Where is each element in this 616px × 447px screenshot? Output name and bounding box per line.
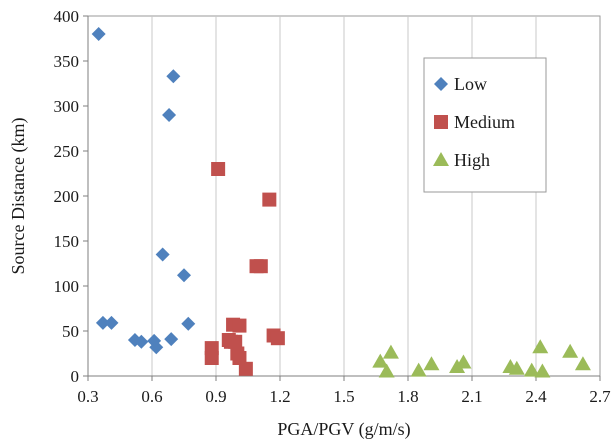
- legend-marker-high: [433, 152, 449, 166]
- legend-marker-medium: [434, 115, 448, 129]
- x-tick-label: 2.1: [461, 387, 482, 406]
- point-low: [162, 108, 177, 122]
- x-tick-label: 2.4: [525, 387, 547, 406]
- axes: [83, 15, 601, 381]
- point-high: [382, 344, 399, 359]
- y-axis-title: Source Distance (km): [8, 118, 29, 275]
- point-low: [166, 69, 181, 84]
- point-low: [155, 247, 170, 262]
- point-low: [177, 268, 191, 283]
- x-tick-label: 0.3: [77, 387, 98, 406]
- point-low: [104, 315, 119, 330]
- gridlines: [151, 16, 537, 376]
- point-high: [508, 360, 525, 375]
- x-tick-label: 1.2: [269, 387, 290, 406]
- x-tick-label: 1.8: [397, 387, 418, 406]
- y-tick-label: 300: [54, 97, 80, 116]
- y-tick-label: 250: [54, 142, 80, 161]
- point-low: [134, 334, 149, 349]
- legend-label-medium: Medium: [454, 112, 515, 132]
- point-medium: [211, 162, 226, 176]
- y-tick-label: 200: [54, 187, 80, 206]
- point-medium: [204, 351, 219, 365]
- y-tick-label: 400: [54, 7, 80, 26]
- point-high: [574, 356, 591, 371]
- point-high: [455, 354, 472, 369]
- x-tick-label: 2.7: [589, 387, 611, 406]
- tick-labels: 0 50 100 150 200 250 300 350 400 0.3 0.6 0.9 1.2 1.5 1…: [54, 7, 612, 406]
- legend-label-low: Low: [454, 74, 487, 94]
- data-points: [91, 27, 591, 378]
- point-medium: [249, 259, 264, 274]
- point-medium: [238, 361, 253, 376]
- legend-marker-low: [434, 77, 448, 91]
- y-tick-label: 100: [54, 277, 80, 296]
- point-medium: [270, 331, 285, 346]
- point-high: [523, 362, 540, 377]
- x-tick-label: 0.9: [205, 387, 226, 406]
- y-tick-label: 0: [71, 367, 80, 386]
- x-tick-label: 0.6: [141, 387, 162, 406]
- point-low: [95, 315, 110, 330]
- point-high: [423, 356, 440, 371]
- x-tick-label: 1.5: [333, 387, 354, 406]
- point-high: [562, 343, 579, 358]
- x-axis-title: PGA/PGV (g/m/s): [277, 419, 410, 440]
- point-high: [410, 362, 427, 377]
- point-high: [534, 363, 551, 378]
- point-medium: [232, 351, 247, 365]
- point-low: [181, 316, 196, 331]
- point-low: [91, 27, 106, 41]
- legend: Low Medium High: [423, 57, 547, 193]
- point-low: [149, 340, 164, 355]
- y-tick-label: 350: [54, 52, 80, 71]
- legend-label-high: High: [454, 150, 490, 170]
- y-tick-label: 150: [54, 232, 80, 251]
- legend-item-low: Low: [434, 74, 487, 94]
- point-medium: [232, 318, 247, 333]
- legend-item-high: High: [433, 150, 490, 170]
- y-tick-label: 50: [62, 322, 79, 341]
- point-high: [372, 353, 389, 368]
- point-high: [378, 363, 395, 378]
- point-medium: [228, 334, 243, 349]
- point-low: [164, 332, 179, 347]
- point-medium: [262, 192, 277, 207]
- point-high: [532, 339, 549, 354]
- legend-item-medium: Medium: [434, 112, 515, 132]
